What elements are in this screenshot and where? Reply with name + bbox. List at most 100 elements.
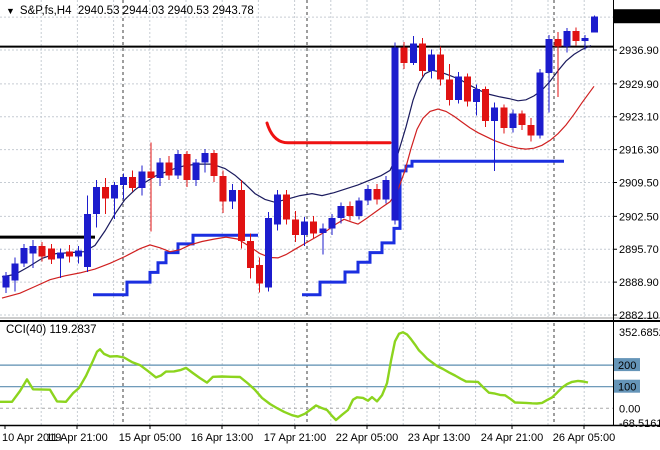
candle-body	[274, 194, 281, 225]
candle-body	[545, 38, 553, 73]
candle-body	[93, 186, 100, 214]
time-axis-label: 10 Apr 2019	[2, 432, 61, 444]
candle-body	[174, 154, 182, 176]
candle-body	[554, 38, 562, 47]
candle-body	[246, 241, 254, 269]
price-axis-label: 2936.90	[619, 45, 659, 57]
price-axis-label: 2923.10	[619, 112, 659, 124]
time-axis-label: 24 Apr 21:00	[481, 432, 543, 444]
time-axis-label: 15 Apr 05:00	[119, 432, 181, 444]
candle-body	[65, 251, 73, 257]
candle-body	[427, 54, 435, 71]
cci-min-label: -68.5161	[619, 418, 660, 430]
candle-body	[111, 184, 119, 199]
candle-body	[373, 188, 381, 200]
ohlc-low: 2940.53	[167, 5, 210, 17]
candle-body	[237, 189, 245, 242]
candle-body	[29, 245, 37, 254]
candle-body	[500, 107, 508, 128]
candle-body	[491, 107, 499, 121]
cci-level-badge	[614, 358, 640, 372]
price-axis-label: 2888.90	[619, 277, 659, 289]
current-price-badge-label: 2943.78	[617, 12, 657, 24]
cci-value: 119.2837	[49, 324, 97, 336]
ohlc-close: 2943.78	[212, 5, 254, 17]
candle-body	[283, 194, 291, 220]
candle-body	[572, 31, 580, 41]
candle-body	[319, 228, 327, 234]
price-axis-label: 2929.90	[619, 79, 659, 91]
candle-body	[446, 79, 453, 100]
cci-max-label: 352.6852	[619, 327, 660, 339]
candle-body	[581, 37, 589, 41]
symbol-dropdown-icon: ▼	[6, 6, 15, 16]
symbol-label: S&P,fs,H4	[19, 5, 72, 17]
blue-stop-line	[93, 233, 258, 297]
candle-body	[436, 54, 444, 80]
candle-body	[210, 153, 218, 177]
candle-body	[301, 221, 309, 236]
candle-body	[74, 250, 82, 257]
candle-body	[527, 125, 535, 136]
candle-body	[255, 265, 263, 284]
candle-body	[391, 47, 399, 221]
candle-body	[400, 47, 408, 64]
candle-body	[201, 153, 209, 163]
time-axis-label: 16 Apr 13:00	[191, 432, 253, 444]
candle-body	[165, 162, 173, 176]
price-axis-label: 2882.10	[619, 310, 659, 322]
current-price-badge	[614, 9, 660, 24]
candle-body	[183, 154, 191, 181]
time-axis-label: 17 Apr 21:00	[264, 432, 326, 444]
candle-body	[120, 177, 128, 185]
candle-body	[84, 213, 91, 268]
cci-level-badge-label: 100	[618, 382, 636, 394]
candle-body	[11, 263, 19, 281]
chart-ohlc-header: ▼ S&P,fs,H4 2940.53 2944.03 2940.53 2943.…	[6, 5, 254, 17]
candle-body	[147, 171, 155, 179]
ma-line-red	[1, 85, 595, 299]
ma-line-dark	[1, 45, 592, 278]
candle-body	[509, 113, 517, 128]
candle-body	[346, 206, 354, 216]
candle-body	[518, 113, 526, 125]
candle-body	[192, 162, 200, 181]
candle-body	[355, 200, 363, 216]
candle-body	[337, 206, 345, 218]
cci-level-badge	[614, 379, 640, 393]
candle-body	[129, 177, 137, 188]
candle-body	[364, 188, 372, 201]
candle-body	[102, 186, 110, 199]
candle-body	[310, 221, 318, 234]
candle-body	[590, 16, 598, 33]
red-stop-line	[265, 121, 392, 145]
candle-body	[418, 43, 426, 71]
candle-body	[382, 180, 390, 200]
candle-body	[473, 89, 481, 102]
time-axis-label: 23 Apr 13:00	[408, 432, 470, 444]
candle-body	[292, 219, 300, 236]
candle-body	[2, 275, 10, 288]
candle-body	[455, 76, 462, 100]
candle-body	[56, 252, 64, 259]
candle-body	[228, 189, 236, 202]
time-axis-label: 26 Apr 05:00	[553, 432, 615, 444]
cci-zero-label: 0.00	[619, 403, 640, 415]
ohlc-open: 2940.53	[77, 5, 120, 17]
candle-body	[563, 31, 571, 47]
candle-body	[20, 247, 28, 264]
candle-body	[265, 217, 272, 288]
ohlc-high: 2944.03	[122, 5, 165, 17]
cci-indicator-label: CCI(40) 119.2837	[6, 324, 97, 336]
price-axis-label: 2909.50	[619, 178, 659, 190]
price-axis-label: 2902.50	[619, 211, 659, 223]
candle-body	[328, 217, 336, 229]
cci-name: CCI(40)	[6, 324, 47, 336]
candles-layer	[2, 15, 598, 294]
candle-body	[482, 89, 490, 122]
cci-line	[0, 331, 589, 422]
cci-level-badge-label: 200	[618, 360, 636, 372]
candle-body	[464, 76, 472, 102]
